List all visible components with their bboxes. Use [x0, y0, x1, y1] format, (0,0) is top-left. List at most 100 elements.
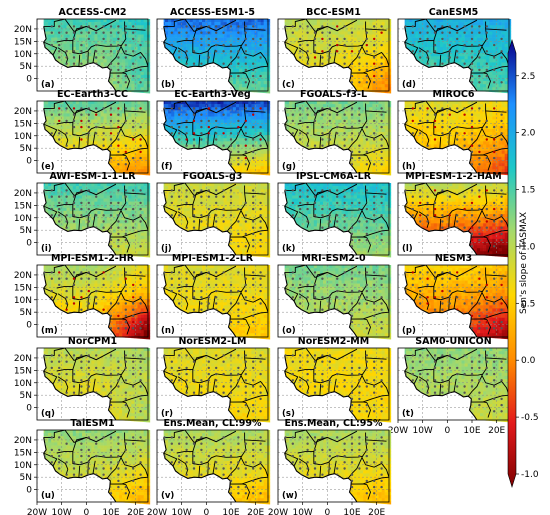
heat-cell [443, 59, 447, 63]
stipple-dot [102, 144, 105, 147]
heat-cell [363, 37, 367, 42]
heat-cell [143, 43, 148, 48]
heat-cell [88, 56, 92, 60]
heat-cell [229, 40, 234, 45]
heat-cell [85, 116, 89, 120]
heat-cell [180, 19, 184, 23]
border-line [192, 25, 207, 41]
heat-cell [495, 68, 499, 73]
heat-cell [235, 19, 240, 23]
heat-cell [125, 122, 129, 127]
heat-cell [217, 19, 221, 23]
heat-cell [115, 65, 120, 69]
heat-cell [470, 22, 475, 26]
heat-cell [242, 107, 246, 111]
stipple-dot [95, 43, 98, 47]
heat-cell [424, 53, 428, 57]
heat-cell [125, 128, 129, 133]
heat-cell [326, 31, 330, 35]
stipple-dot [102, 138, 105, 141]
heat-cell [146, 153, 151, 158]
stipple-dot [313, 50, 317, 53]
heat-cell [498, 56, 502, 60]
heat-cell [119, 122, 123, 127]
heat-cell [316, 22, 321, 26]
heat-cell [223, 56, 227, 60]
heat-cell [189, 101, 194, 105]
heat-cell [78, 59, 83, 63]
heat-cell [248, 65, 252, 69]
heat-cell [232, 28, 237, 32]
heat-cell [239, 113, 243, 117]
heat-cell [75, 107, 80, 111]
border-line [241, 65, 268, 74]
coastline [404, 26, 478, 91]
heat-cell [443, 62, 447, 66]
heat-cell [421, 40, 425, 45]
heat-cell [492, 74, 496, 79]
heat-cell [360, 31, 364, 35]
heat-cell [109, 104, 114, 108]
heat-cell [112, 156, 117, 161]
heat-cell [115, 40, 120, 45]
heat-cell [137, 43, 141, 48]
heat-cell [260, 81, 264, 85]
heat-cell [48, 40, 52, 45]
heat-cell [338, 53, 342, 57]
heat-cell [495, 34, 499, 38]
stipple-dot [419, 56, 422, 59]
heat-cell [112, 43, 117, 48]
heat-cell [174, 50, 178, 54]
stipple-dot [463, 62, 466, 65]
stipple-dot [80, 43, 83, 47]
heat-cell [43, 19, 46, 23]
heat-cell [436, 31, 441, 35]
stipple-dot [237, 50, 240, 53]
heat-cell [54, 135, 58, 139]
stipple-dot [229, 56, 233, 59]
heat-cell [245, 19, 249, 23]
heat-cell [443, 19, 447, 23]
heat-cell [211, 19, 215, 23]
heat-cell [260, 40, 264, 45]
heat-cell [112, 46, 117, 51]
heat-cell [75, 43, 80, 48]
heat-cell [48, 28, 52, 32]
heat-cell [489, 77, 493, 82]
heat-cell [43, 107, 46, 111]
heat-cell [63, 113, 67, 117]
heat-cell [143, 122, 148, 127]
heat-cell [239, 74, 243, 79]
heat-cell [467, 19, 472, 23]
stipple-dot [470, 74, 474, 78]
heat-cell [353, 22, 358, 26]
heat-cell [360, 56, 364, 60]
heat-cell [112, 110, 117, 114]
heat-cell [242, 74, 246, 79]
heat-cell [356, 46, 361, 51]
heat-cell [226, 28, 231, 32]
heat-cell [220, 37, 224, 42]
heat-cell [146, 22, 151, 26]
heat-cell [143, 81, 148, 85]
heat-cell [251, 53, 255, 57]
heat-cell [112, 34, 117, 38]
heat-cell [205, 110, 209, 114]
heat-cell [458, 31, 462, 35]
heat-cell [131, 101, 135, 105]
heat-cell [232, 84, 237, 88]
heat-cell [63, 104, 67, 108]
heat-cell [134, 101, 138, 105]
heat-cell [458, 56, 462, 60]
heat-cell [69, 59, 74, 63]
heat-cell [189, 22, 194, 26]
heat-cell [489, 34, 493, 38]
heat-cell [501, 84, 505, 88]
heat-cell [226, 31, 231, 35]
stipple-dot [139, 125, 142, 129]
heat-cell [226, 46, 231, 51]
stipple-dot [365, 68, 368, 72]
heat-cell [473, 62, 478, 66]
heat-cell [198, 56, 203, 60]
stipple-dot [117, 43, 120, 47]
